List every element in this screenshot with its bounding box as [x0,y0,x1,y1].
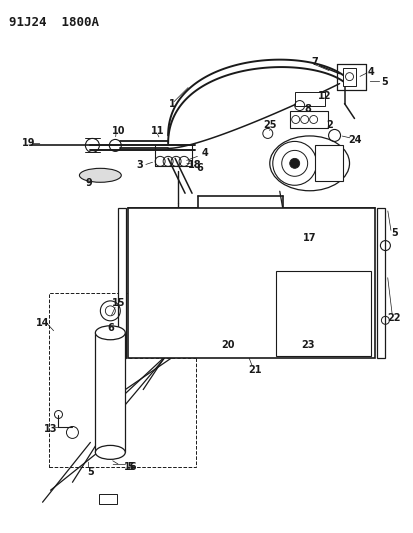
Text: 5: 5 [87,467,93,478]
Text: 16: 16 [123,462,137,472]
Text: 3: 3 [137,160,143,171]
Text: 6: 6 [196,163,203,173]
Text: 24: 24 [347,135,361,146]
Ellipse shape [95,326,125,340]
Text: 5: 5 [390,228,397,238]
Text: 12: 12 [317,91,330,101]
Bar [48,293,196,467]
Text: 2: 2 [325,120,332,131]
Bar [342,68,356,86]
Text: 22: 22 [387,313,400,323]
Text: 91J24  1800A: 91J24 1800A [9,16,98,29]
Text: 5: 5 [126,462,133,472]
Text: 11: 11 [151,126,164,136]
Bar [275,271,370,356]
Bar [118,208,126,358]
Bar [95,333,125,453]
Text: 13: 13 [44,424,57,434]
Text: 5: 5 [380,77,387,87]
Text: 23: 23 [300,340,313,350]
Ellipse shape [79,168,121,182]
Ellipse shape [95,446,125,459]
Circle shape [289,158,299,168]
Text: 21: 21 [247,365,261,375]
Bar [128,208,375,358]
Bar [294,92,324,106]
Text: 10: 10 [111,126,125,136]
Text: 18: 18 [188,160,202,171]
Text: 8: 8 [304,103,310,114]
Text: 25: 25 [262,120,276,131]
Text: 7: 7 [311,56,317,67]
Text: 6: 6 [107,323,114,333]
Bar [289,110,327,128]
Text: 9: 9 [85,178,92,188]
Text: 4: 4 [367,67,374,77]
Text: 1: 1 [169,99,175,109]
Bar [314,146,342,181]
Bar [99,494,117,504]
Text: 14: 14 [36,318,49,328]
Text: 20: 20 [221,340,234,350]
Text: 15: 15 [111,298,125,308]
Bar [377,208,385,358]
Text: 19: 19 [22,139,35,148]
Ellipse shape [269,136,349,191]
Text: 4: 4 [201,148,208,158]
Text: 17: 17 [302,233,316,243]
